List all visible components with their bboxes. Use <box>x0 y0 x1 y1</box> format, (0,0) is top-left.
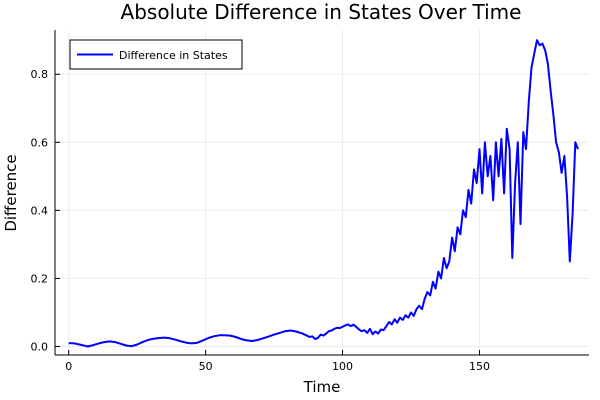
y-tick-label: 0.6 <box>31 136 49 149</box>
legend: Difference in States <box>69 39 243 70</box>
x-tick-label: 50 <box>199 360 213 373</box>
grid <box>55 30 589 355</box>
x-tick-label: 100 <box>332 360 353 373</box>
y-tick-label: 0.2 <box>31 272 49 285</box>
x-tick-label: 150 <box>469 360 490 373</box>
ticks: 0 50 100 150 0.0 0.2 0.4 0.6 0.8 <box>31 68 490 373</box>
y-tick-label: 0.0 <box>31 340 49 353</box>
x-axis-label: Time <box>303 378 341 396</box>
legend-label: Difference in States <box>119 49 228 62</box>
chart-title: Absolute Difference in States Over Time <box>121 0 522 24</box>
axes <box>54 30 589 356</box>
y-tick-label: 0.4 <box>31 204 49 217</box>
series-layer <box>68 39 579 348</box>
x-tick-label: 0 <box>65 360 72 373</box>
y-tick-label: 0.8 <box>31 68 49 81</box>
series-line <box>68 39 579 348</box>
y-axis-label: Difference <box>2 154 20 231</box>
